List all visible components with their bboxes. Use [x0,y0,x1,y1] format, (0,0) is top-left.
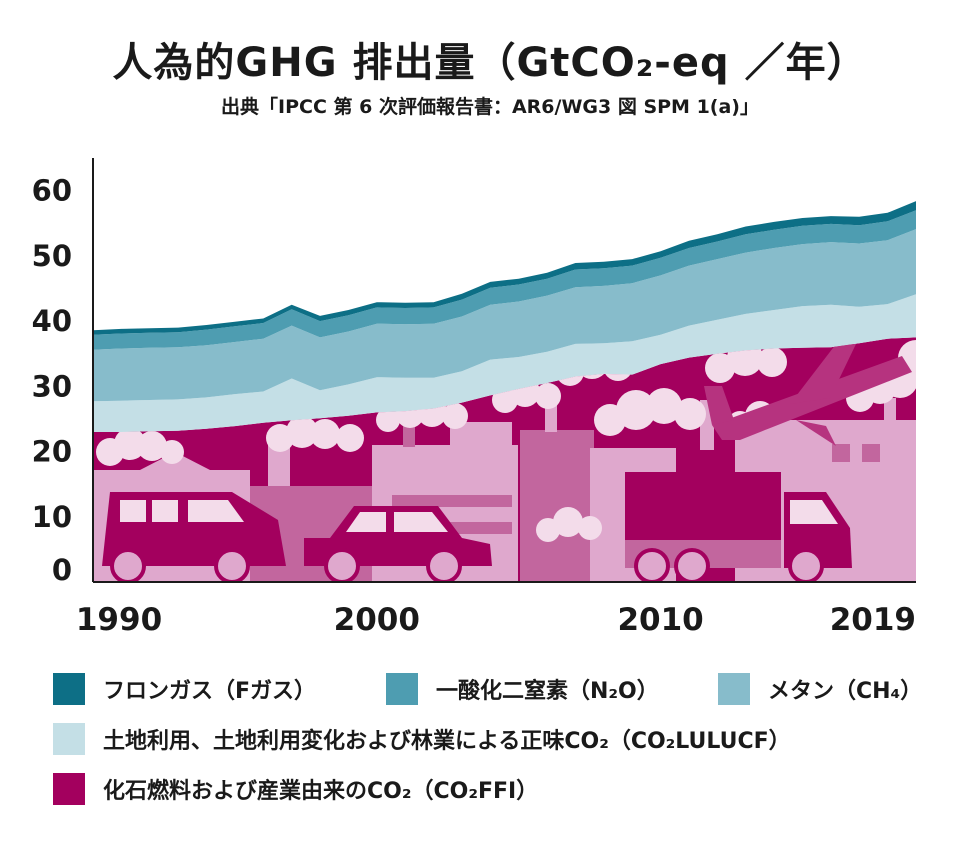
van-window [120,500,146,522]
legend-item-fgas: フロンガス（Fガス） [53,672,316,706]
sedan-wheel [324,548,360,582]
van-window [188,500,244,522]
chart-subtitle: 出典「IPCC 第 6 次評価報告書：AR6/WG3 図 SPM 1(a)」 [221,96,759,118]
y-tick-label: 50 [32,239,72,273]
truck-wheel [634,548,670,582]
airplane [704,344,912,446]
chimney [403,425,415,447]
legend-label-ffi: 化石燃料および産業由来のCO₂（CO₂FFI） [103,779,539,804]
chart-title: 人為的GHG 排出量（GtCO₂-eq ／年） [112,40,868,86]
legend-label-fgas: フロンガス（Fガス） [103,679,317,704]
legend-item-lulucf: 土地利用、土地利用変化および林業による正味CO₂（CO₂LULUCF） [53,722,791,756]
van-wheel [110,548,146,582]
area-ch4 [93,229,916,402]
x-tick-label: 2000 [334,602,420,638]
legend-label-lulucf: 土地利用、土地利用変化および林業による正味CO₂（CO₂LULUCF） [103,729,791,754]
legend-label-ch4: メタン（CH₄） [768,679,923,704]
truck-window [790,500,838,524]
legend-item-ch4: メタン（CH₄） [718,672,922,706]
legend-label-n2o: 一酸化二窒素（N₂O） [436,679,659,704]
sedan-wheel [426,548,462,582]
chimney [268,440,290,486]
y-tick-label: 60 [32,174,72,208]
axes: 0 10 20 30 40 50 60 1990 2000 2010 2019 [32,158,916,638]
legend-item-ffi: 化石燃料および産業由来のCO₂（CO₂FFI） [53,772,538,806]
x-tick-label: 1990 [76,602,162,638]
truck-wheel [788,548,824,582]
factory-building [520,430,594,582]
legend-swatch-n2o [386,673,418,705]
sedan-window [346,512,386,532]
x-tick-label: 2019 [830,602,916,638]
y-tick-label: 10 [32,500,72,534]
factory-window [862,444,880,462]
legend-swatch-ffi [53,773,85,805]
chimney [884,398,896,424]
legend-item-n2o: 一酸化二窒素（N₂O） [386,672,659,706]
factory-window [832,444,850,462]
legend-swatch-fgas [53,673,85,705]
area-lulucf [93,294,916,432]
van-window [152,500,178,522]
factory-stripe [392,495,512,507]
y-tick-label: 0 [52,553,72,587]
y-tick-label: 30 [32,369,72,403]
y-tick-label: 40 [32,304,72,338]
van [102,492,286,566]
legend-swatch-lulucf [53,723,85,755]
x-tick-label: 2010 [617,602,703,638]
illustration-layer [93,340,916,582]
area-n2o [93,210,916,350]
y-tick-label: 20 [32,435,72,469]
sedan-window [394,512,448,532]
truck-wheel [674,548,710,582]
van-wheel [214,548,250,582]
legend-swatch-ch4 [718,673,750,705]
